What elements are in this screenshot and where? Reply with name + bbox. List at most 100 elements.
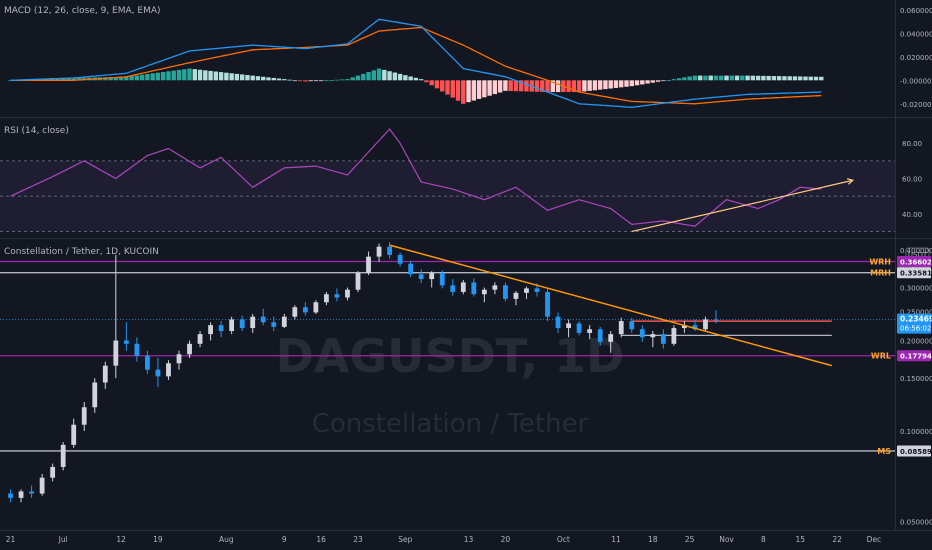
candle-body (250, 316, 256, 329)
macd-histogram-bar (476, 80, 482, 99)
macd-histogram-bar (792, 76, 798, 81)
macd-histogram-bar (540, 80, 545, 92)
macd-histogram-bar (245, 75, 250, 81)
macd-histogram-bar (466, 80, 471, 103)
time-tick-label: 11 (611, 535, 621, 544)
price-trendline[interactable] (389, 244, 833, 367)
rsi-trendline[interactable] (631, 179, 854, 233)
macd-histogram-bar (187, 68, 192, 81)
macd-histogram-bar (445, 80, 450, 95)
candle-body (29, 491, 34, 494)
rsi-panel[interactable]: 80.00 60.00 40.00 RSI (14, close) (0, 126, 922, 233)
macd-histogram-bar (387, 71, 392, 81)
current-price-value: 0.234698 (900, 315, 932, 324)
macd-histogram-bar (197, 69, 203, 81)
macd-histogram-bar (345, 79, 350, 81)
macd-histogram-bar (461, 80, 466, 104)
candle-body (376, 246, 382, 257)
candle-body (281, 316, 287, 327)
level-price-text-mrh: 0.335818 (900, 270, 932, 278)
macd-histogram-bar (145, 74, 150, 81)
level-price-badge-ms (897, 445, 931, 457)
macd-histogram-bar (340, 79, 345, 81)
candle-body (492, 285, 498, 290)
macd-histogram-bar (266, 77, 271, 81)
macd-histogram-bar (592, 80, 598, 91)
level-price-text-wrh: 0.366026 (900, 259, 932, 267)
macd-histogram-bar (203, 70, 208, 81)
macd-tick-label: 0.060000 (900, 7, 932, 15)
macd-indicator-label[interactable]: MACD (12, 26, close, 9, EMA, EMA) (4, 6, 161, 16)
macd-histogram-bar (276, 78, 282, 81)
candle-body (134, 343, 140, 356)
candle-body (166, 363, 171, 377)
candle-body (218, 325, 224, 332)
level-label-wrl: WRL (871, 352, 891, 361)
time-tick-label: 18 (648, 535, 658, 544)
macd-histogram-bar (355, 75, 361, 81)
macd-histogram-bar (503, 80, 508, 91)
rsi-indicator-label[interactable]: RSI (14, close) (4, 126, 69, 136)
rsi-trendline-arrow-icon (846, 178, 855, 185)
candle-body (418, 274, 424, 280)
macd-histogram-bar (292, 80, 298, 82)
candle-body (524, 288, 529, 293)
macd-histogram-bar (366, 72, 371, 81)
macd-histogram-bar (545, 80, 550, 93)
time-scale[interactable]: 21 Jul 12 19 Aug 9 16 23 Sep 13 20 Oct 11 18 25 Nov 8 15 2… (6, 535, 881, 544)
candle-body (703, 319, 708, 330)
candle-body (187, 343, 192, 355)
macd-histogram-bar (687, 76, 692, 81)
time-tick-label: 15 (795, 535, 805, 544)
candle-body (113, 340, 119, 366)
current-price-badge[interactable]: 0.234698 06:56:02 (897, 313, 932, 334)
macd-histogram-bar (171, 70, 176, 81)
macd-histogram-bar (819, 76, 824, 81)
watermark-name: Constellation / Tether (312, 409, 589, 439)
macd-histogram-bar (566, 80, 571, 93)
macd-histogram-bar (650, 80, 656, 83)
candle-body (545, 291, 550, 317)
macd-histogram-bar (740, 75, 745, 81)
rsi-tick-label: 60.00 (902, 176, 922, 184)
macd-histogram-bar (129, 76, 134, 81)
macd-histogram-bar (361, 73, 366, 81)
macd-histogram-bar (729, 75, 734, 81)
candle-body (450, 285, 456, 292)
macd-histogram-bar (108, 77, 113, 81)
macd-histogram-bar (640, 80, 645, 85)
candle-body (618, 321, 624, 335)
rsi-price-scale[interactable]: 80.00 60.00 40.00 (902, 140, 922, 219)
time-tick-label: Sep (398, 535, 412, 544)
macd-histogram-bar (597, 80, 603, 90)
macd-histogram-bar (713, 75, 719, 81)
candle-body (366, 256, 371, 274)
candle-body (660, 334, 666, 344)
macd-histogram-bar (118, 76, 124, 81)
price-panel[interactable]: DAGUSDT, 1D Constellation / Tether 0.400… (0, 242, 932, 527)
symbol-title[interactable]: Constellation / Tether, 1D, KUCOIN (4, 247, 159, 257)
price-tick-label: 0.200000 (900, 338, 932, 346)
macd-histogram-bar (629, 80, 634, 87)
macd-histogram-bar (803, 76, 808, 81)
level-label-wrh: WRH (869, 258, 891, 267)
macd-histogram-bar (434, 80, 440, 89)
macd-histogram-bar (619, 80, 624, 88)
macd-histogram-bar (455, 80, 461, 101)
level-badges[interactable]: WRH 0.366026 MRH 0.335818 WRL 0.177945 MS 0.085… (869, 256, 932, 457)
macd-histogram-bar (513, 80, 519, 92)
price-tick-label: 0.150000 (900, 375, 932, 383)
candle-body (439, 273, 445, 286)
candle-body (92, 382, 98, 408)
macd-histogram-bar (508, 80, 513, 92)
macd-histogram-bar (287, 79, 292, 81)
candle-body (18, 491, 24, 498)
macd-histogram-bar (392, 72, 398, 81)
macd-histogram-bar (60, 78, 66, 81)
candle-body (39, 477, 45, 494)
candle-body (81, 407, 87, 425)
